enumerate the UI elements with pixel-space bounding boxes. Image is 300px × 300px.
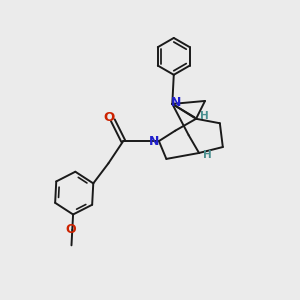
Text: N: N — [149, 135, 160, 148]
Text: H: H — [203, 150, 212, 160]
Text: H: H — [200, 111, 209, 121]
Text: N: N — [171, 96, 181, 109]
Text: O: O — [65, 224, 76, 236]
Text: O: O — [104, 111, 115, 124]
